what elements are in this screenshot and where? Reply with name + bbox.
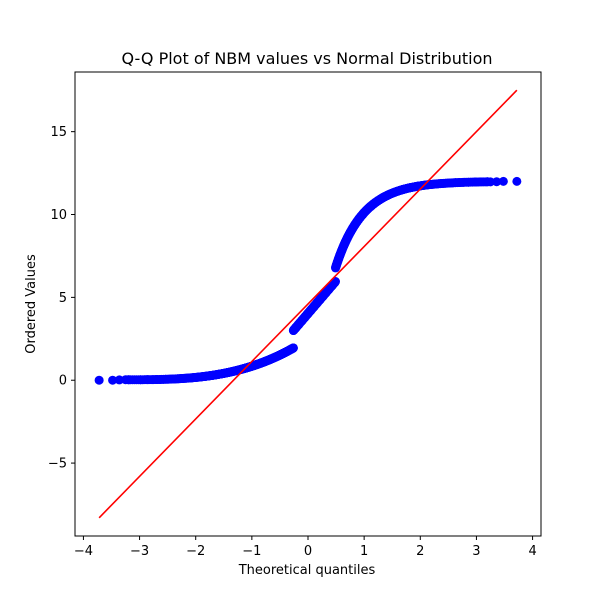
x-tick-label: −3	[130, 544, 149, 559]
y-tick-label: 10	[50, 208, 67, 223]
x-tick-label: −1	[242, 544, 261, 559]
y-axis-ticks: −5 0 5 10 15	[48, 125, 75, 472]
y-axis-label: Ordered Values	[24, 254, 39, 354]
x-axis-ticks: −4 −3 −2 −1 0 1 2 3 4	[74, 536, 537, 559]
data-point	[485, 177, 495, 187]
x-tick-label: 1	[360, 544, 368, 559]
y-tick-label: 0	[59, 374, 67, 389]
x-tick-label: 0	[304, 544, 312, 559]
x-tick-label: 2	[416, 544, 424, 559]
data-point	[288, 343, 298, 353]
x-tick-label: 3	[472, 544, 480, 559]
data-point	[512, 176, 522, 186]
y-tick-label: −5	[48, 457, 67, 472]
x-tick-label: −2	[186, 544, 205, 559]
data-point	[108, 375, 118, 385]
x-axis-label: Theoretical quantiles	[238, 563, 376, 578]
chart-title: Q-Q Plot of NBM values vs Normal Distrib…	[122, 49, 493, 68]
scatter-points	[94, 176, 522, 385]
plot-content	[94, 89, 522, 519]
data-point	[121, 375, 131, 385]
y-tick-label: 15	[50, 125, 67, 140]
fit-line	[98, 89, 518, 519]
x-tick-label: 4	[528, 544, 536, 559]
data-point	[498, 176, 508, 186]
data-point	[94, 375, 104, 385]
x-tick-label: −4	[74, 544, 93, 559]
y-tick-label: 5	[59, 291, 67, 306]
